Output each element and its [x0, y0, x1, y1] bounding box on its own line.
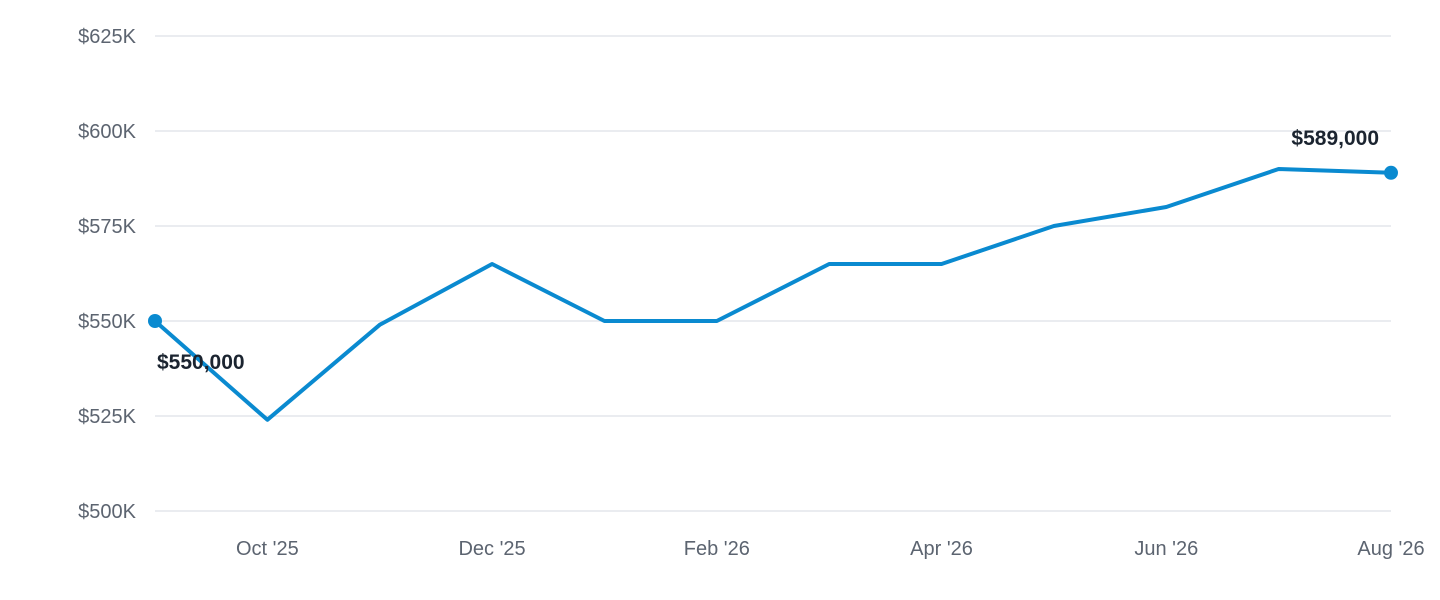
x-axis-tick-labels: Oct '25 Dec '25 Feb '26 Apr '26 Jun '26 Aug '… — [236, 538, 1425, 560]
y-tick-label: $625K — [78, 26, 136, 48]
x-tick-label: Jun '26 — [1134, 538, 1198, 560]
y-tick-label: $525K — [78, 406, 136, 428]
grid-layer — [155, 35, 1391, 512]
y-axis-tick-labels: $500K $525K $550K $575K $600K $625K — [78, 26, 136, 523]
series-layer — [153, 167, 1393, 422]
series-line — [153, 167, 1393, 422]
data-point-marker — [1384, 165, 1398, 180]
data-point-marker — [148, 314, 162, 328]
data-label: $550,000 — [157, 351, 245, 374]
x-tick-label: Feb '26 — [684, 538, 750, 560]
data-label: $589,000 — [1291, 127, 1379, 150]
y-tick-label: $550K — [78, 311, 136, 333]
y-tick-label: $600K — [78, 121, 136, 143]
y-tick-label: $575K — [78, 216, 136, 238]
data-labels: $550,000 $589,000 — [148, 127, 1398, 374]
x-tick-label: Dec '25 — [458, 538, 525, 560]
x-tick-label: Oct '25 — [236, 538, 299, 560]
y-tick-label: $500K — [78, 501, 136, 523]
x-tick-label: Aug '26 — [1357, 538, 1424, 560]
x-tick-label: Apr '26 — [910, 538, 973, 560]
